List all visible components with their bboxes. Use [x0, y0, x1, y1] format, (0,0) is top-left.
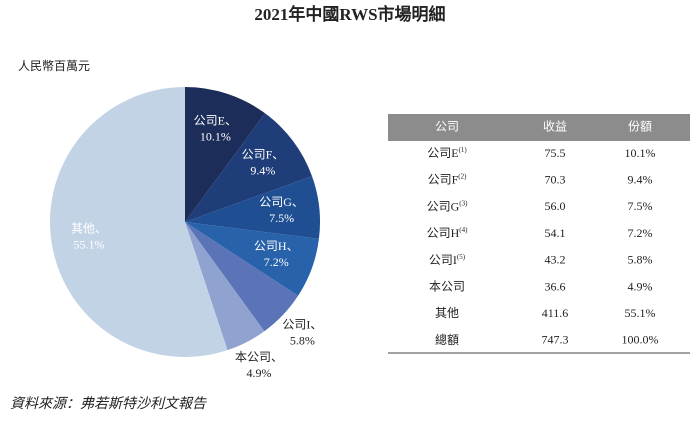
slice-label: 公司G、 — [259, 195, 304, 209]
footnote-mark: (4) — [459, 226, 468, 234]
pie-slice — [185, 176, 320, 239]
slice-label: 其他、 — [71, 221, 107, 235]
table-cell-revenue: 747.3 — [542, 333, 569, 347]
pie-slice — [185, 113, 313, 222]
table-cell-company: 公司H(4) — [427, 226, 469, 240]
table-cell-revenue: 54.1 — [545, 226, 566, 240]
slice-value-label: 10.1% — [200, 129, 231, 143]
pie-slice — [185, 222, 299, 332]
pie-slice — [185, 222, 265, 351]
table-cell-company: 其他 — [435, 306, 459, 320]
table-cell-share: 7.5% — [628, 199, 653, 213]
company-name: 公司I — [429, 253, 457, 267]
table-cell-share: 9.4% — [628, 172, 653, 186]
footnote-mark: (5) — [457, 252, 466, 260]
slice-value-label: 55.1% — [74, 237, 105, 251]
slice-label: 公司E、 — [194, 113, 237, 127]
table-cell-company: 公司F(2) — [428, 172, 468, 186]
table-cell-company: 總額 — [435, 332, 459, 347]
table-header-cell: 份額 — [628, 119, 652, 133]
table-header-cell: 收益 — [543, 119, 567, 133]
table-cell-share: 5.8% — [628, 253, 653, 267]
table-cell-company: 公司I(5) — [429, 252, 466, 266]
table-header-bg — [388, 114, 690, 141]
company-name: 公司G — [427, 199, 460, 213]
table-cell-share: 10.1% — [625, 146, 656, 160]
slice-label: 公司H、 — [254, 239, 299, 253]
table-cell-revenue: 70.3 — [545, 172, 566, 186]
table-cell-share: 7.2% — [628, 226, 653, 240]
slice-label: 本公司、 — [235, 350, 283, 364]
table-cell-revenue: 411.6 — [542, 306, 569, 320]
table-cell-company: 公司G(3) — [427, 199, 469, 213]
chart-title: 2021年中國RWS市場明細 — [254, 4, 445, 24]
company-name: 公司E — [427, 146, 458, 160]
table-cell-revenue: 36.6 — [545, 279, 566, 293]
table-cell-revenue: 75.5 — [545, 146, 566, 160]
table-cell-share: 100.0% — [622, 333, 659, 347]
slice-value-label: 5.8% — [290, 333, 315, 347]
pie-slice — [50, 87, 228, 357]
source-note: 資料來源：弗若斯特沙利文報告 — [10, 396, 207, 412]
footnote-mark: (3) — [459, 199, 468, 207]
table-cell-company: 本公司 — [429, 279, 465, 293]
unit-label: 人民幣百萬元 — [18, 59, 90, 73]
slice-value-label: 9.4% — [250, 164, 275, 178]
table-cell-revenue: 56.0 — [545, 199, 566, 213]
company-name: 其他 — [435, 306, 459, 320]
table-cell-revenue: 43.2 — [545, 253, 566, 267]
table-cell-share: 4.9% — [628, 279, 653, 293]
table-header-cell: 公司 — [435, 119, 459, 133]
slice-value-label: 4.9% — [246, 366, 271, 380]
company-name: 公司H — [427, 226, 460, 240]
company-name: 本公司 — [429, 279, 465, 293]
pie-slice — [185, 87, 266, 222]
slice-label: 公司I、 — [282, 317, 322, 331]
slice-value-label: 7.5% — [269, 211, 294, 225]
table-cell-company: 公司E(1) — [427, 146, 467, 160]
company-name: 總額 — [435, 332, 459, 347]
pie-slice — [185, 222, 319, 296]
footnote-mark: (2) — [458, 172, 467, 180]
footnote-mark: (1) — [459, 146, 468, 154]
slice-label: 公司F、 — [242, 148, 285, 162]
company-name: 公司F — [428, 172, 459, 186]
table-cell-share: 55.1% — [625, 306, 656, 320]
slice-value-label: 7.2% — [264, 255, 289, 269]
